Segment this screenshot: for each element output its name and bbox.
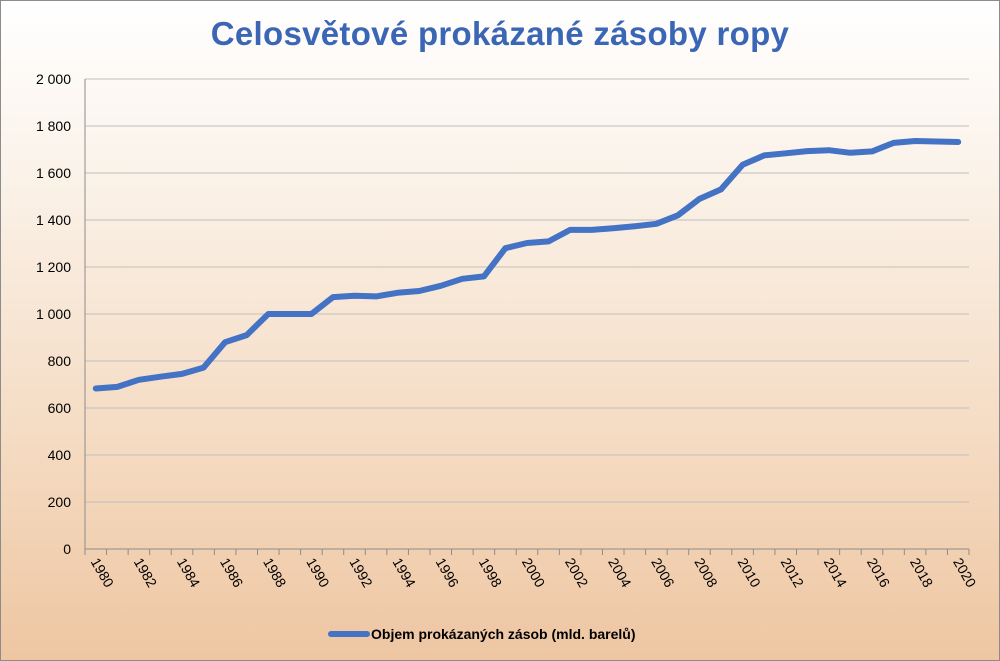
y-tick-label: 0 <box>63 541 71 557</box>
x-tick-label: 2016 <box>864 555 894 590</box>
y-tick-label: 400 <box>48 447 72 463</box>
x-tick-label: 1992 <box>346 555 376 590</box>
gridlines <box>84 78 969 550</box>
y-axis-ticks: 0 200 400 600 800 1 000 1 200 1 400 1 600 1 800 2 … <box>36 71 71 557</box>
x-tick-label: 2006 <box>648 555 678 590</box>
x-tick-label: 2018 <box>907 555 937 590</box>
series-lines <box>92 138 962 392</box>
y-tick-label: 1 200 <box>36 259 71 275</box>
x-tick-label: 2002 <box>562 555 592 590</box>
x-tick-label: 2000 <box>519 555 549 590</box>
x-tick-label: 1996 <box>433 555 463 590</box>
x-tick-label: 2020 <box>950 555 980 590</box>
x-tick-label: 2008 <box>691 555 721 590</box>
y-tick-label: 1 000 <box>36 306 71 322</box>
chart-title: Celosvětové prokázané zásoby ropy <box>210 15 790 52</box>
x-tick-label: 1990 <box>303 555 333 590</box>
legend-label: Objem prokázaných zásob (mld. barelů) <box>371 626 636 642</box>
y-tick-label: 2 000 <box>36 71 71 87</box>
y-tick-label: 800 <box>48 353 72 369</box>
x-tick-label: 1994 <box>390 555 420 590</box>
x-axis-ticks: 1980 1982 1984 1986 1988 1990 1992 1994 1996 1998… <box>84 549 980 590</box>
x-tick-label: 2012 <box>778 555 808 590</box>
x-tick-label: 1980 <box>88 555 118 590</box>
x-tick-label: 2004 <box>605 555 635 590</box>
x-tick-label: 1998 <box>476 555 506 590</box>
x-tick-label: 1984 <box>174 555 204 590</box>
x-tick-label: 1988 <box>260 555 290 590</box>
y-tick-label: 200 <box>48 494 72 510</box>
y-tick-label: 1 400 <box>36 212 71 228</box>
y-tick-label: 1 800 <box>36 118 71 134</box>
series-line <box>92 138 962 392</box>
x-tick-label: 2010 <box>735 555 765 590</box>
legend: Objem prokázaných zásob (mld. barelů) <box>328 626 636 642</box>
x-tick-label: 1982 <box>131 555 161 590</box>
y-tick-label: 1 600 <box>36 165 71 181</box>
x-tick-label: 2014 <box>821 555 851 590</box>
y-tick-label: 600 <box>48 400 72 416</box>
x-tick-label: 1986 <box>217 555 247 590</box>
